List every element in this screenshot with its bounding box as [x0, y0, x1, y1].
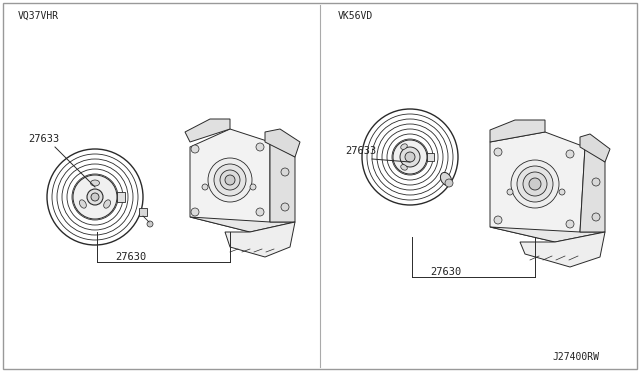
Text: 27633: 27633: [28, 134, 60, 144]
Circle shape: [250, 184, 256, 190]
Circle shape: [214, 164, 246, 196]
Circle shape: [202, 184, 208, 190]
Polygon shape: [520, 232, 605, 267]
Circle shape: [191, 145, 199, 153]
Polygon shape: [427, 153, 434, 161]
Circle shape: [494, 148, 502, 156]
Circle shape: [393, 140, 427, 174]
Circle shape: [208, 158, 252, 202]
Circle shape: [256, 208, 264, 216]
Circle shape: [91, 193, 99, 201]
Ellipse shape: [79, 200, 86, 208]
Circle shape: [507, 189, 513, 195]
Polygon shape: [190, 217, 295, 232]
Circle shape: [592, 213, 600, 221]
Circle shape: [405, 152, 415, 162]
Circle shape: [529, 178, 541, 190]
Polygon shape: [490, 120, 545, 142]
Circle shape: [191, 208, 199, 216]
Circle shape: [494, 216, 502, 224]
Circle shape: [220, 170, 240, 190]
Polygon shape: [490, 227, 605, 242]
Polygon shape: [139, 208, 147, 216]
Circle shape: [400, 147, 420, 167]
Text: VQ37VHR: VQ37VHR: [18, 11, 59, 21]
Text: J27400RW: J27400RW: [552, 352, 599, 362]
Polygon shape: [580, 134, 610, 162]
Text: 27630: 27630: [430, 267, 461, 277]
Ellipse shape: [440, 173, 452, 186]
Polygon shape: [265, 129, 300, 157]
Ellipse shape: [104, 200, 111, 208]
Circle shape: [256, 143, 264, 151]
Circle shape: [281, 168, 289, 176]
Polygon shape: [190, 129, 270, 232]
Polygon shape: [580, 147, 605, 232]
Polygon shape: [270, 142, 295, 222]
Ellipse shape: [401, 144, 407, 150]
Text: 27633: 27633: [345, 146, 376, 156]
Circle shape: [147, 221, 153, 227]
Polygon shape: [117, 192, 125, 202]
Text: VK56VD: VK56VD: [338, 11, 373, 21]
Circle shape: [73, 175, 117, 219]
Ellipse shape: [401, 164, 407, 170]
Polygon shape: [490, 132, 585, 242]
Circle shape: [592, 178, 600, 186]
Circle shape: [87, 189, 103, 205]
Polygon shape: [225, 222, 295, 257]
Circle shape: [559, 189, 565, 195]
Circle shape: [281, 203, 289, 211]
Text: 27630: 27630: [115, 252, 147, 262]
Circle shape: [566, 150, 574, 158]
Circle shape: [225, 175, 235, 185]
Circle shape: [445, 179, 453, 187]
Ellipse shape: [90, 180, 99, 186]
Circle shape: [566, 220, 574, 228]
Circle shape: [517, 166, 553, 202]
Circle shape: [511, 160, 559, 208]
Polygon shape: [185, 119, 230, 142]
Circle shape: [523, 172, 547, 196]
